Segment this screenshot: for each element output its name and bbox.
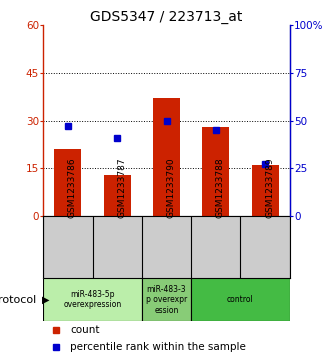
Text: GSM1233790: GSM1233790	[166, 157, 175, 218]
Bar	[142, 278, 191, 321]
Bar	[191, 278, 290, 321]
Text: GSM1233787: GSM1233787	[117, 157, 126, 218]
Title: GDS5347 / 223713_at: GDS5347 / 223713_at	[90, 11, 243, 24]
Text: protocol: protocol	[0, 295, 37, 305]
Bar	[43, 278, 142, 321]
Text: miR-483-3
p overexpr
ession: miR-483-3 p overexpr ession	[146, 285, 187, 315]
Text: GSM1233786: GSM1233786	[68, 157, 77, 218]
Text: ▶: ▶	[42, 295, 49, 305]
Bar	[54, 149, 82, 216]
Bar	[153, 98, 180, 216]
Text: control: control	[227, 295, 254, 304]
Bar	[202, 127, 229, 216]
Text: percentile rank within the sample: percentile rank within the sample	[70, 342, 246, 351]
Text: GSM1233789: GSM1233789	[265, 157, 274, 218]
Bar	[251, 165, 279, 216]
Text: count: count	[70, 325, 100, 335]
Text: GSM1233788: GSM1233788	[216, 157, 225, 218]
Bar	[104, 175, 131, 216]
Text: miR-483-5p
overexpression: miR-483-5p overexpression	[64, 290, 122, 309]
